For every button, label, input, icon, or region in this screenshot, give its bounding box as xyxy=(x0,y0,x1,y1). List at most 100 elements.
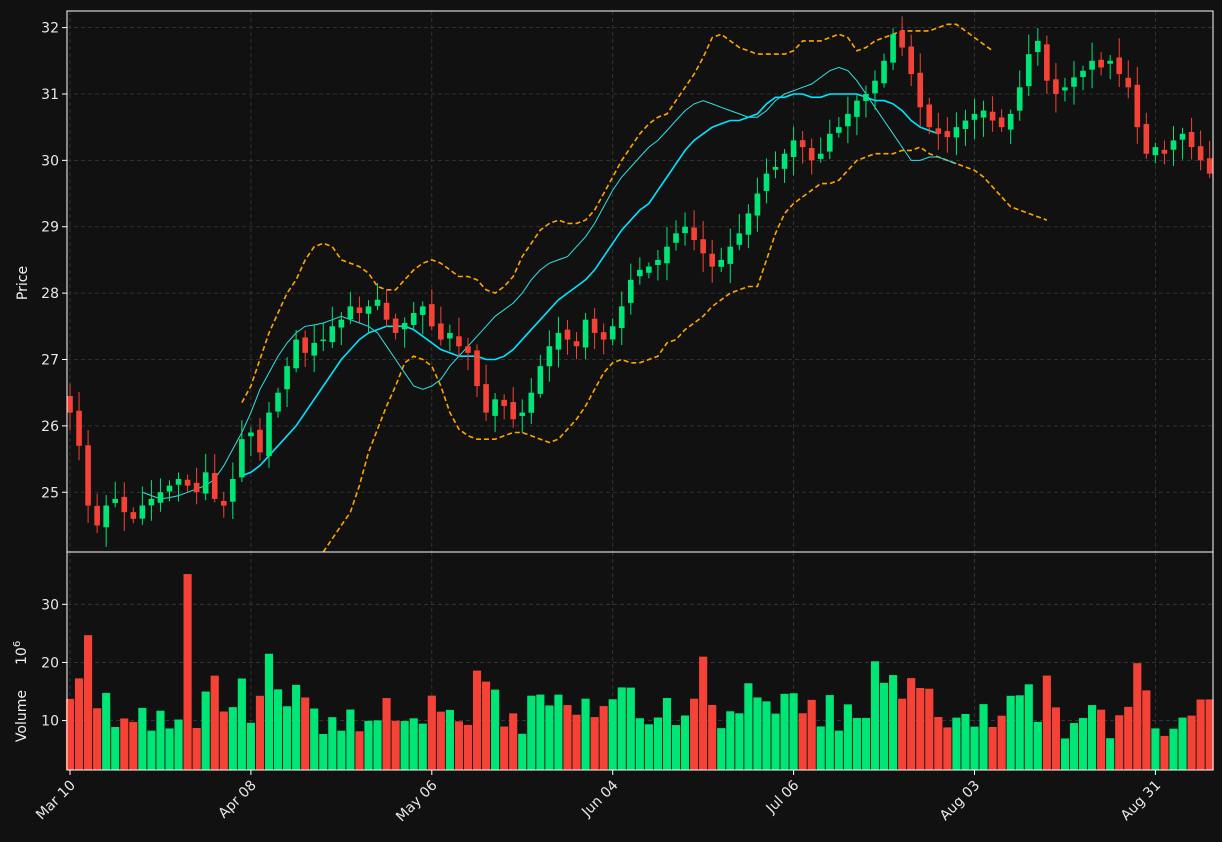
candle-up xyxy=(293,339,299,369)
candle-up xyxy=(736,233,743,245)
volume-axis-exponent: 106 xyxy=(12,641,30,665)
volume-bar xyxy=(635,718,644,770)
volume-bar xyxy=(228,707,237,770)
indicator-lines xyxy=(142,23,1048,553)
volume-bar xyxy=(111,727,120,770)
price-tick-label: 32 xyxy=(41,21,59,37)
candle-up xyxy=(401,322,408,330)
candle-down xyxy=(926,104,933,128)
volume-bar xyxy=(889,675,898,770)
volume-bar xyxy=(527,695,536,770)
candle-down xyxy=(438,323,444,340)
candle-up xyxy=(627,279,634,303)
candle-down xyxy=(591,318,598,333)
candle-up xyxy=(230,478,236,502)
candle-down xyxy=(220,500,227,506)
volume-bar xyxy=(1115,715,1124,770)
price-tick-label: 31 xyxy=(41,87,59,103)
candle-down xyxy=(600,332,607,340)
volume-bar xyxy=(373,720,382,770)
candle-down xyxy=(383,302,390,320)
volume-bar xyxy=(1169,728,1178,770)
candle-up xyxy=(320,339,327,342)
volume-bar xyxy=(671,725,681,770)
candle-down xyxy=(1098,59,1104,68)
candle-up xyxy=(419,306,426,315)
candle-down xyxy=(700,239,706,254)
volume-bar xyxy=(418,723,427,770)
candles xyxy=(67,16,1213,547)
volume-bar xyxy=(382,698,391,770)
candle-up xyxy=(519,412,526,416)
volume-bar xyxy=(400,721,409,770)
volume-bar xyxy=(1160,735,1169,770)
price-tick-label: 26 xyxy=(41,419,59,435)
candle-up xyxy=(311,342,318,356)
candle-up xyxy=(582,319,589,348)
volume-bar xyxy=(264,653,274,770)
volume-bar xyxy=(726,711,735,770)
volume-bar xyxy=(1205,699,1214,770)
volume-bar xyxy=(789,693,798,770)
candle-up xyxy=(745,213,752,235)
volume-bar xyxy=(283,706,292,770)
series-line-lower-band xyxy=(322,146,1048,553)
candle-up xyxy=(239,439,245,478)
volume-bar xyxy=(1060,738,1070,770)
volume-bar xyxy=(961,714,970,770)
series-line-upper-band xyxy=(241,23,994,403)
candle-up xyxy=(1025,54,1032,87)
volume-bar xyxy=(943,727,952,770)
volume-bar xyxy=(500,726,509,770)
volume-bar xyxy=(120,718,129,770)
series-line-fast-ma xyxy=(142,66,957,500)
volume-bar xyxy=(735,713,744,770)
candle-down xyxy=(211,472,218,499)
candle-up xyxy=(248,432,254,437)
volume-bar xyxy=(436,711,445,770)
candle-up xyxy=(410,313,417,325)
candle-down xyxy=(1134,84,1141,128)
volume-bar xyxy=(364,720,373,770)
candle-up xyxy=(673,233,679,243)
candle-up xyxy=(763,173,770,191)
volume-bar xyxy=(1024,684,1033,770)
volume-bar xyxy=(1151,728,1160,770)
candle-up xyxy=(618,306,625,329)
volume-bar xyxy=(1006,695,1015,770)
series-line-slow-ma xyxy=(241,93,939,477)
volume-bar xyxy=(391,720,400,770)
volume-bar xyxy=(210,675,219,770)
candle-up xyxy=(980,110,987,118)
volume-bar xyxy=(138,707,147,770)
candle-up xyxy=(374,299,381,306)
volume-bar xyxy=(165,728,174,770)
volume-exponent-base: 10 xyxy=(14,647,30,665)
volume-bar xyxy=(807,699,816,770)
price-axis-label: Price xyxy=(15,266,31,300)
volume-tick-label: 20 xyxy=(41,655,59,671)
candle-down xyxy=(76,410,82,446)
volume-bar xyxy=(1133,663,1142,770)
volume-bar xyxy=(970,726,979,770)
volume-bar xyxy=(481,681,491,770)
candle-up xyxy=(817,153,824,159)
candle-up xyxy=(637,269,643,277)
volume-bar xyxy=(626,687,635,770)
candle-up xyxy=(266,412,272,457)
volume-tick-label: 30 xyxy=(41,597,59,613)
volume-bar xyxy=(554,694,563,770)
candle-down xyxy=(257,429,263,453)
volume-bar xyxy=(156,710,165,770)
price-tick-label: 25 xyxy=(41,485,59,501)
volume-bar xyxy=(1051,707,1060,770)
volume-panel-frame xyxy=(66,551,1214,771)
candle-down xyxy=(1143,123,1150,154)
volume-bar xyxy=(934,716,943,770)
candle-down xyxy=(799,140,806,148)
volume-bar xyxy=(1015,695,1024,770)
candle-up xyxy=(537,366,544,394)
candle-down xyxy=(483,384,489,413)
candle-up xyxy=(890,34,896,63)
volume-bar xyxy=(1088,705,1097,770)
